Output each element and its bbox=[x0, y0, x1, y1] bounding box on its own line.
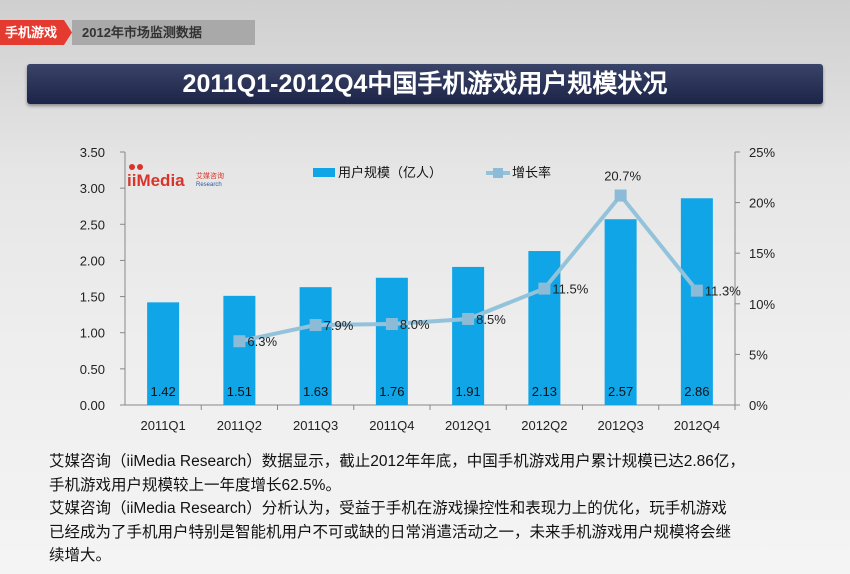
growth-value-label: 11.5% bbox=[552, 282, 588, 297]
right-tick-label: 0% bbox=[749, 398, 768, 413]
bar bbox=[452, 266, 485, 405]
bar-value-label: 1.63 bbox=[303, 384, 328, 399]
x-tick-label: 2012Q4 bbox=[674, 418, 720, 433]
description-line: 艾媒咨询（iiMedia Research）分析认为，受益于手机在游戏操控性和表… bbox=[49, 500, 727, 517]
x-tick-label: 2011Q1 bbox=[140, 418, 185, 433]
bar-value-label: 1.91 bbox=[455, 384, 480, 399]
left-tick-label: 1.00 bbox=[80, 326, 105, 341]
bar bbox=[299, 287, 332, 405]
section-subtitle: 2012年市场监测数据 bbox=[72, 20, 255, 45]
growth-marker bbox=[233, 335, 246, 348]
legend-bar-label: 用户规模（亿人） bbox=[338, 165, 442, 180]
growth-value-label: 20.7% bbox=[604, 169, 641, 184]
left-tick-label: 2.50 bbox=[80, 217, 105, 232]
growth-marker bbox=[690, 284, 703, 297]
legend-line-label: 增长率 bbox=[512, 165, 551, 180]
legend-line-marker bbox=[493, 168, 503, 178]
logo-cn: 艾媒咨询 bbox=[196, 171, 224, 180]
x-tick-label: 2012Q1 bbox=[445, 418, 491, 433]
growth-value-label: 8.5% bbox=[476, 312, 506, 327]
right-tick-label: 15% bbox=[749, 246, 775, 261]
growth-value-label: 6.3% bbox=[247, 334, 277, 349]
growth-marker bbox=[538, 282, 551, 295]
growth-marker bbox=[385, 318, 398, 331]
growth-marker bbox=[614, 189, 627, 202]
bar-value-label: 1.76 bbox=[379, 384, 404, 399]
bar bbox=[604, 219, 637, 405]
left-tick-label: 3.00 bbox=[80, 181, 105, 196]
bar bbox=[375, 277, 408, 405]
x-tick-label: 2011Q4 bbox=[369, 418, 414, 433]
growth-value-label: 7.9% bbox=[324, 318, 354, 333]
left-tick-label: 3.50 bbox=[80, 145, 105, 160]
logo-icon bbox=[129, 164, 135, 170]
description-line: 艾媒咨询（iiMedia Research）数据显示，截止2012年年底，中国手… bbox=[49, 453, 745, 470]
chart: 0.00 0.50 1.00 1.50 2.00 2.50 3.00 3.50 0% 5% 10% 1… bbox=[80, 145, 776, 433]
bar bbox=[147, 302, 180, 405]
bar bbox=[680, 198, 713, 405]
growth-marker bbox=[462, 312, 475, 325]
description-line: 续增大。 bbox=[49, 547, 112, 564]
logo-icon bbox=[137, 164, 143, 170]
legend-bar-swatch bbox=[313, 168, 335, 177]
left-tick-label: 0.50 bbox=[80, 362, 105, 377]
description-line: 已经成为了手机用户特别是智能机用户不可或缺的日常消遣活动之一，未来手机游戏用户规… bbox=[49, 523, 732, 541]
right-tick-label: 25% bbox=[749, 145, 775, 160]
x-tick-label: 2012Q3 bbox=[597, 418, 643, 433]
x-tick-label: 2011Q3 bbox=[293, 418, 338, 433]
description: 艾媒咨询（iiMedia Research）数据显示，截止2012年年底，中国手… bbox=[49, 450, 745, 568]
growth-value-label: 8.0% bbox=[400, 317, 430, 332]
bar-value-label: 2.13 bbox=[532, 384, 557, 399]
bar-value-label: 2.57 bbox=[608, 384, 633, 399]
growth-marker bbox=[309, 319, 322, 332]
left-tick-label: 2.00 bbox=[80, 253, 105, 268]
x-tick-label: 2012Q2 bbox=[521, 418, 567, 433]
page-title: 2011Q1-2012Q4中国手机游戏用户规模状况 bbox=[27, 64, 823, 104]
category-tag: 手机游戏 bbox=[0, 20, 72, 45]
bar-value-label: 2.86 bbox=[684, 384, 709, 399]
x-tick-label: 2011Q2 bbox=[217, 418, 262, 433]
logo-text: iiMedia bbox=[127, 171, 185, 190]
growth-value-label: 11.3% bbox=[705, 284, 741, 299]
left-tick-label: 1.50 bbox=[80, 290, 105, 305]
bar-value-label: 1.42 bbox=[150, 384, 175, 399]
right-tick-label: 20% bbox=[749, 196, 775, 211]
logo-en: Research bbox=[196, 182, 222, 188]
right-tick-label: 10% bbox=[749, 297, 775, 312]
right-tick-label: 5% bbox=[749, 347, 768, 362]
description-line: 手机游戏用户规模较上一年度增长62.5%。 bbox=[49, 476, 341, 494]
left-tick-label: 0.00 bbox=[80, 398, 105, 413]
bar-value-label: 1.51 bbox=[227, 384, 252, 399]
bar bbox=[223, 295, 256, 405]
